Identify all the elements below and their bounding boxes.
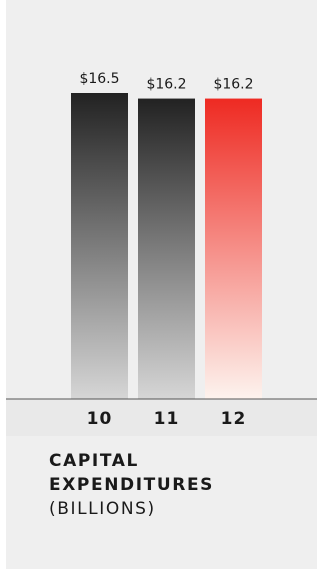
category-label-11: 11 [154,409,180,429]
category-label-10: 10 [87,409,113,429]
chart-title-line-1: CAPITAL [49,451,139,471]
value-label-12: $16.2 [213,77,253,93]
value-label-11: $16.2 [146,77,186,93]
bar-11 [138,98,195,400]
axis-band [6,399,317,436]
chart-unit-label: (BILLIONS) [49,499,156,519]
chart-title-line-2: EXPENDITURES [49,475,215,495]
value-label-10: $16.5 [79,71,119,87]
chart-caption: CAPITAL EXPENDITURES (BILLIONS) [49,449,309,521]
category-label-12: 12 [221,409,247,429]
bar-10 [71,93,128,399]
bar-12 [205,98,262,400]
